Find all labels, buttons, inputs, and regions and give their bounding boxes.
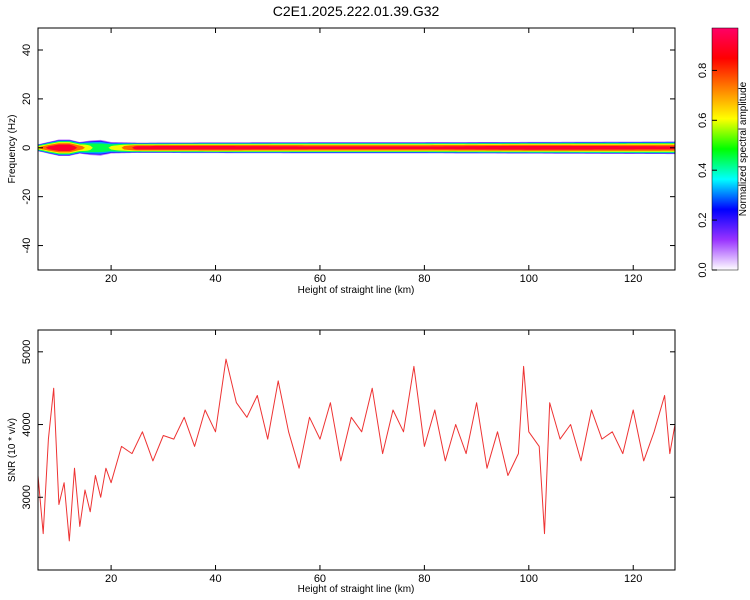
snr-y-label: SNR (10 * v/v) <box>7 418 18 482</box>
snr-series-line <box>38 358 675 542</box>
snr-x-label: Height of straight line (km) <box>298 584 415 595</box>
spectrogram-band <box>38 139 675 157</box>
snr-panel: 20 40 60 80 100 120 3000 4000 5000 Height of st… <box>7 329 676 595</box>
y-tick-label: 0 <box>21 145 33 151</box>
x-tick-label: 100 <box>520 573 538 585</box>
x-tick-label: 100 <box>520 273 538 285</box>
spectrogram-x-ticks: 20 40 60 80 100 120 <box>105 28 642 285</box>
y-tick-label: 20 <box>21 93 33 105</box>
colorbar-ticks: 0.0 0.2 0.4 0.6 0.8 <box>697 63 717 278</box>
x-tick-label: 120 <box>624 273 642 285</box>
colorbar-tick-label: 0.0 <box>697 262 709 277</box>
y-tick-label: 3000 <box>21 485 33 509</box>
x-tick-label: 60 <box>314 573 326 585</box>
spectrogram-y-ticks: -40 -20 0 20 40 <box>21 44 675 254</box>
y-tick-label: 40 <box>21 44 33 56</box>
x-tick-label: 120 <box>624 573 642 585</box>
snr-frame <box>37 329 676 571</box>
y-tick-label: 4000 <box>21 412 33 436</box>
spectrogram-frame <box>37 27 676 271</box>
x-tick-label: 40 <box>209 273 221 285</box>
y-tick-label: 5000 <box>21 340 33 364</box>
spectrogram-y-label: Frequency (Hz) <box>7 115 18 184</box>
x-tick-label: 40 <box>209 573 221 585</box>
snr-x-ticks: 20 40 60 80 100 120 <box>105 330 642 585</box>
colorbar-tick-label: 0.8 <box>697 63 709 78</box>
y-tick-label: -40 <box>21 238 33 254</box>
colorbar-tick-label: 0.4 <box>697 163 709 178</box>
spectrogram-panel: 20 40 60 80 100 120 -40 -20 0 20 40 Height of str… <box>7 27 676 296</box>
spectrogram-x-label: Height of straight line (km) <box>298 285 415 296</box>
x-tick-label: 80 <box>418 573 430 585</box>
snr-y-ticks: 3000 4000 5000 <box>21 340 675 510</box>
x-tick-label: 20 <box>105 573 117 585</box>
y-tick-label: -20 <box>21 189 33 205</box>
colorbar-gradient <box>711 27 739 271</box>
x-tick-label: 80 <box>418 273 430 285</box>
colorbar: 0.0 0.2 0.4 0.6 0.8 Normalized spectral ampl… <box>697 27 749 278</box>
colorbar-label: Normalized spectral amplitude <box>738 81 749 216</box>
figure-title: C2E1.2025.222.01.39.G32 <box>273 3 440 19</box>
spectrogram-level-band <box>38 144 675 152</box>
x-tick-label: 60 <box>314 273 326 285</box>
colorbar-tick-label: 0.6 <box>697 113 709 128</box>
colorbar-tick-label: 0.2 <box>697 212 709 227</box>
x-tick-label: 20 <box>105 273 117 285</box>
